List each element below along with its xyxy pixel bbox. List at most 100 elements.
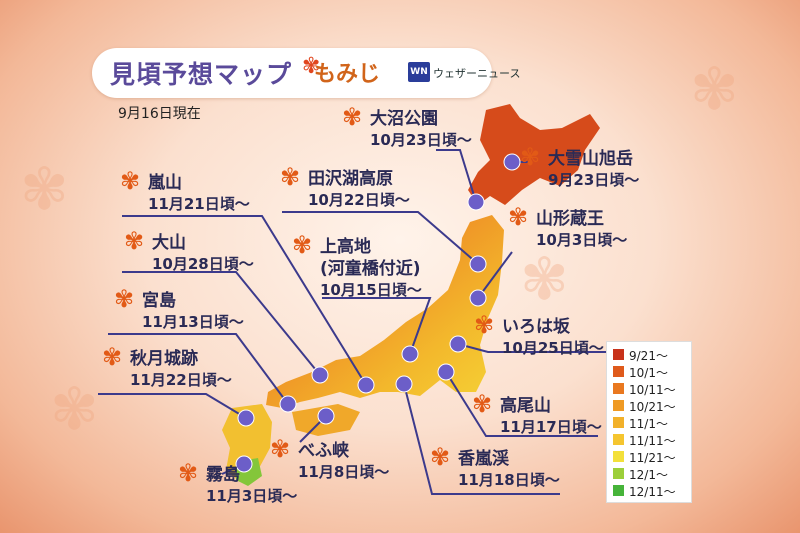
leader-line: [457, 343, 610, 353]
maple-leaf-icon: ✾: [280, 163, 301, 191]
decor-leaf-icon: ✾: [20, 155, 69, 223]
legend-swatch: [613, 434, 624, 445]
spot-label: ✾ 田沢湖高原 10月22日頃〜: [278, 163, 410, 210]
spot-date: 11月22日頃〜: [130, 371, 232, 389]
spot-name: ✾ 嵐山: [120, 167, 182, 195]
legend-swatch: [613, 451, 624, 462]
legend-label: 9/21〜: [629, 349, 668, 363]
maple-leaf-icon: ✾: [114, 285, 135, 313]
maple-leaf-icon: ✾: [508, 203, 529, 231]
spot-name: ✾ 秋月城跡: [102, 343, 198, 371]
spot-label: ✾ いろは坂 10月25日頃〜: [472, 311, 604, 358]
spot-marker[interactable]: [469, 289, 487, 307]
maple-leaf-icon: ✾: [342, 103, 363, 131]
spot-marker[interactable]: [317, 407, 335, 425]
spot-label: ✾ 秋月城跡 11月22日頃〜: [100, 343, 232, 390]
leader-line: [108, 333, 289, 405]
maple-leaf-icon: ✾: [120, 167, 141, 195]
spot-label: ✾ 大雪山旭岳 9月23日頃〜: [518, 145, 640, 190]
honshu-region: [266, 215, 504, 408]
spot-date: 11月13日頃〜: [142, 313, 244, 331]
spot-date: 10月22日頃〜: [308, 191, 410, 209]
spot-name: ✾ 高尾山: [472, 390, 551, 418]
spot-label: ✾ 大山 10月28日頃〜: [122, 227, 254, 274]
leader-line: [122, 215, 367, 386]
leader-line: [436, 149, 477, 203]
page-title: 見頃予想マップ: [110, 60, 293, 89]
spot-marker[interactable]: [467, 193, 485, 211]
legend-swatch: [613, 349, 624, 360]
decor-leaf-icon: ✾: [690, 55, 739, 123]
legend-swatch: [613, 485, 624, 496]
spot-name: ✾ 大山: [124, 227, 186, 255]
spot-label: ✾ 香嵐渓 11月18日頃〜: [428, 443, 560, 490]
spot-marker[interactable]: [449, 335, 467, 353]
legend-swatch: [613, 366, 624, 377]
spot-marker[interactable]: [469, 255, 487, 273]
legend-swatch: [613, 417, 624, 428]
maple-leaf-icon: ✾: [292, 231, 313, 259]
maple-leaf-icon: ✾: [102, 343, 123, 371]
spot-label: ✾ 山形蔵王 10月3日頃〜: [506, 203, 628, 250]
decor-leaf-icon: ✾: [50, 375, 99, 443]
spot-date: 10月15日頃〜: [320, 281, 422, 299]
maple-leaf-icon: ✾: [178, 459, 199, 487]
spot-marker[interactable]: [279, 395, 297, 413]
spot-name: ✾ 香嵐渓: [430, 443, 509, 471]
legend-label: 11/11〜: [629, 434, 676, 448]
spot-marker[interactable]: [357, 376, 375, 394]
spot-marker[interactable]: [235, 455, 253, 473]
legend-label: 10/1〜: [629, 366, 668, 380]
location-dots: [235, 153, 521, 473]
weathernews-name: ウェザーニュース: [433, 67, 521, 80]
maple-leaf-icon: ✾: [474, 311, 495, 339]
weathernews-logo-icon: WN: [408, 62, 430, 82]
hokkaido-region: [468, 104, 600, 205]
spot-marker[interactable]: [311, 366, 329, 384]
legend-label: 11/1〜: [629, 417, 668, 431]
spot-label: ✾ 霧島 11月3日頃〜: [176, 459, 298, 506]
header-banner: 見頃予想マップ ✾ もみじ WN ウェザーニュース: [92, 48, 520, 98]
spot-label: ✾ 嵐山 11月21日頃〜: [118, 167, 250, 214]
as-of-date: 9月16日現在: [118, 106, 201, 122]
spot-date: 11月17日頃〜: [500, 418, 602, 436]
spot-name: ✾ 宮島: [114, 285, 176, 313]
legend: 9/21〜 10/1〜 10/11〜 10/21〜 11/1〜 11/11〜 11/21〜 1…: [606, 341, 692, 503]
spot-date: 10月3日頃〜: [536, 231, 628, 249]
leader-line: [322, 297, 432, 355]
spot-date: 11月3日頃〜: [206, 487, 298, 505]
spot-date: 9月23日頃〜: [548, 171, 640, 189]
spot-marker[interactable]: [401, 345, 419, 363]
spot-marker[interactable]: [503, 153, 521, 171]
maple-leaf-icon: ✾: [302, 54, 321, 79]
spot-date: 11月18日頃〜: [458, 471, 560, 489]
spot-label: ✾ 高尾山 11月17日頃〜: [470, 390, 602, 437]
momiji-label: もみじ: [314, 62, 381, 87]
legend-label: 10/21〜: [629, 400, 676, 414]
legend-swatch: [613, 383, 624, 394]
spot-marker[interactable]: [395, 375, 413, 393]
spot-label: ✾ 宮島 11月13日頃〜: [112, 285, 244, 332]
spot-date: 10月25日頃〜: [502, 339, 604, 357]
legend-label: 12/1〜: [629, 468, 668, 482]
leader-line: [477, 251, 513, 299]
leader-line: [98, 393, 247, 419]
spot-name: ✾ 山形蔵王: [508, 203, 604, 231]
spot-date: 11月21日頃〜: [148, 195, 250, 213]
legend-label: 10/11〜: [629, 383, 676, 397]
spot-marker[interactable]: [437, 363, 455, 381]
leader-line: [403, 383, 560, 495]
decor-leaf-icon: ✾: [520, 245, 569, 313]
spot-marker[interactable]: [237, 409, 255, 427]
spot-name: ✾ 上高地: [292, 231, 371, 259]
spot-label: ✾ べふ峡 11月8日頃〜: [268, 435, 389, 482]
kyushu-region: [222, 404, 272, 482]
spot-name: ✾ 霧島: [178, 459, 240, 487]
legend-swatch: [613, 400, 624, 411]
spot-label: ✾ 上高地 (河童橋付近) 10月15日頃〜: [290, 231, 422, 300]
legend-label: 11/21〜: [629, 451, 676, 465]
maple-leaf-icon: ✾: [270, 435, 291, 463]
legend-label: 12/11〜: [629, 485, 676, 499]
